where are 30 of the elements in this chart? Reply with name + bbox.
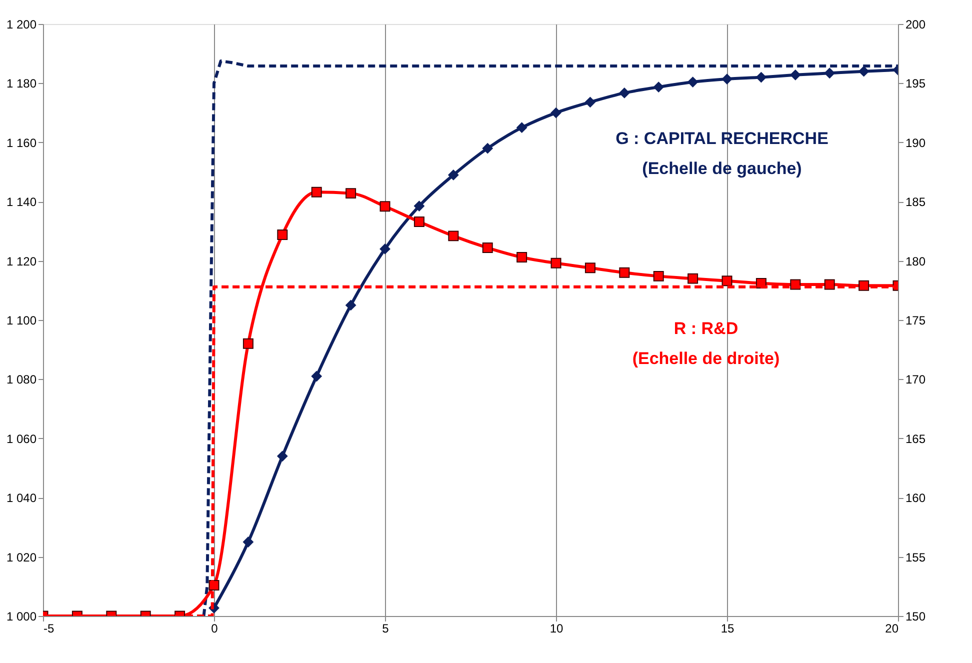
y-tick-label: 1 080	[6, 372, 37, 387]
y-tick-label: 1 040	[6, 491, 37, 506]
y-tick-label: 1 180	[6, 76, 37, 91]
y2-tick-label: 195	[906, 76, 926, 91]
y-tick-label: 1 120	[6, 254, 37, 268]
y2-tick-label: 200	[906, 18, 926, 32]
y-tick-label: 1 200	[6, 18, 37, 32]
x-tick-label: 0	[211, 622, 218, 636]
y2-tick-label: 170	[906, 372, 926, 387]
x-tick-label: 10	[550, 622, 564, 636]
x-tick-label: 20	[885, 622, 899, 636]
x-tick-label: -5	[44, 622, 54, 636]
y2-tick-label: 190	[906, 136, 926, 150]
y2-tick-label: 175	[906, 314, 926, 328]
x-tick-label: 5	[382, 622, 390, 636]
y-tick-label: 1 000	[6, 610, 37, 624]
y-tick-label: 1 060	[6, 432, 37, 446]
y-tick-label: 1 020	[6, 550, 37, 564]
y2-tick-label: 155	[906, 550, 926, 564]
y-tick-label: 1 140	[6, 195, 37, 210]
x-tick-label: 15	[720, 622, 734, 636]
annotation: G : CAPITAL RECHERCHE (Echelle de gauche)	[616, 129, 828, 178]
annotation: R : R&D (Echelle de droite)	[632, 319, 780, 368]
y2-tick-label: 180	[906, 254, 926, 268]
y2-tick-label: 165	[906, 432, 926, 446]
y2-tick-label: 185	[906, 195, 926, 210]
y2-tick-label: 150	[906, 610, 926, 624]
y-tick-label: 1 160	[6, 136, 37, 150]
y-tick-label: 1 100	[6, 314, 37, 328]
y2-tick-label: 160	[906, 491, 926, 506]
